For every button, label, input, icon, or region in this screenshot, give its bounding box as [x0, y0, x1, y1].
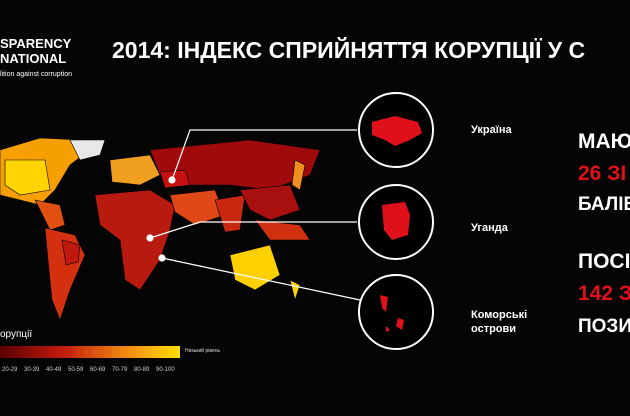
legend-range: 60-69: [90, 367, 106, 373]
fact-score: 26 ЗІ: [578, 162, 626, 185]
legend-end-label: Низький рівень: [185, 347, 220, 354]
title: 2014: ІНДЕКС СПРИЙНЯТТЯ КОРУПЦІЇ У С: [112, 36, 585, 63]
connectors: [146, 129, 361, 301]
legend-title: орупції: [0, 329, 32, 340]
fact-text: МАЮТ: [578, 130, 630, 153]
legend-range: 90-100: [156, 367, 175, 373]
fact-rank: 142 З: [578, 282, 630, 305]
logo-text: NATIONAL: [0, 51, 66, 66]
country-circles: [358, 92, 434, 350]
logo-text: SPARENCY: [0, 36, 72, 51]
country-label: Україна: [471, 124, 513, 136]
world-map: [0, 137, 321, 321]
legend-ranges: 20-29 30-39 40-49 50-59 60-69 70-79 80-89 90-10…: [2, 367, 175, 373]
legend-range: 50-59: [68, 367, 84, 373]
fact-text: ПОСІД: [578, 250, 630, 273]
legend-range: 70-79: [112, 367, 128, 373]
legend-range: 30-39: [24, 367, 40, 373]
logo-tagline: lition against corruption: [0, 71, 72, 78]
country-label: Коморські острови: [471, 309, 527, 335]
legend-bar: [0, 346, 180, 358]
fact-text: БАЛІВ: [578, 194, 630, 215]
legend-range: 80-89: [134, 367, 150, 373]
legend-range: 20-29: [2, 367, 18, 373]
country-label: Уганда: [471, 222, 509, 234]
fact-text: ПОЗИ: [578, 316, 630, 337]
legend-range: 40-49: [46, 367, 62, 373]
